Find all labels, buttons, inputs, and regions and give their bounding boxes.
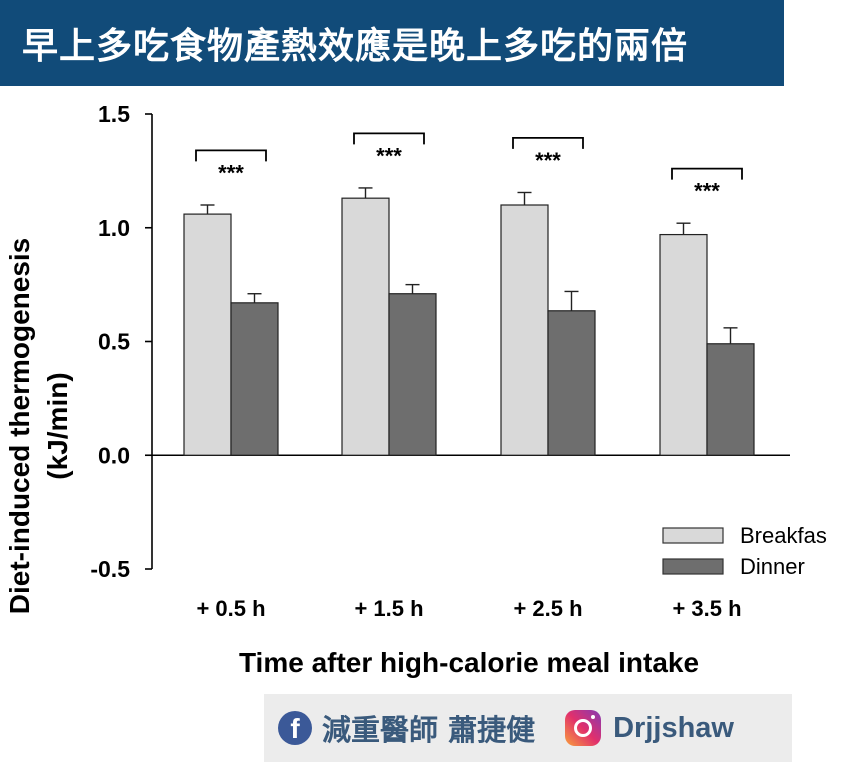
banner-title: 早上多吃食物產熱效應是晚上多吃的兩倍 [22, 26, 689, 67]
x-tick-label: + 0.5 h [196, 596, 265, 621]
instagram-icon [565, 710, 602, 746]
x-axis-title: Time after high-calorie meal intake [239, 647, 699, 678]
significance-label: *** [376, 143, 402, 168]
legend-label: Dinner [740, 554, 805, 579]
facebook-icon: f [278, 711, 312, 745]
y-axis-label: Diet-induced thermogenesis [4, 238, 35, 615]
legend-swatch [662, 558, 724, 575]
legend-label: Breakfas [740, 523, 827, 548]
bar-dinner [547, 310, 596, 456]
bar-breakfast [341, 197, 390, 456]
significance-bracket [353, 132, 425, 145]
y-tick-label: -0.5 [90, 556, 130, 582]
y-tick-label: 1.0 [98, 215, 130, 241]
significance-bracket [195, 149, 267, 162]
x-tick-label: + 3.5 h [672, 596, 741, 621]
title-banner: 早上多吃食物產熱效應是晚上多吃的兩倍 [0, 0, 784, 86]
significance-label: *** [535, 148, 561, 173]
significance-bracket [671, 167, 743, 180]
legend-swatch [662, 527, 724, 544]
bar-dinner [706, 343, 755, 456]
y-tick-label: 0.0 [98, 442, 130, 468]
bar-breakfast [659, 233, 708, 456]
facebook-letter: f [290, 713, 300, 744]
bar-dinner [230, 302, 279, 456]
significance-label: *** [694, 179, 720, 204]
instagram-handle: Drjjshaw [613, 711, 734, 744]
bar-breakfast [500, 204, 549, 456]
y-tick-label: 1.5 [98, 101, 130, 127]
bar-dinner [388, 293, 437, 456]
bar-breakfast [183, 213, 232, 456]
x-tick-label: + 1.5 h [354, 596, 423, 621]
significance-label: *** [218, 160, 244, 185]
author-name: 減重醫師 蕭捷健 [322, 713, 536, 747]
credit-footer: f 減重醫師 蕭捷健 Drjjshaw [264, 694, 792, 762]
x-tick-label: + 2.5 h [513, 596, 582, 621]
bar-chart: 1.5 1.0 0.5 0.0 -0.5 Diet-induced thermogenes… [4, 101, 827, 678]
y-axis-label: (kJ/min) [42, 372, 73, 479]
y-tick-label: 0.5 [98, 329, 130, 355]
significance-bracket [512, 136, 584, 149]
